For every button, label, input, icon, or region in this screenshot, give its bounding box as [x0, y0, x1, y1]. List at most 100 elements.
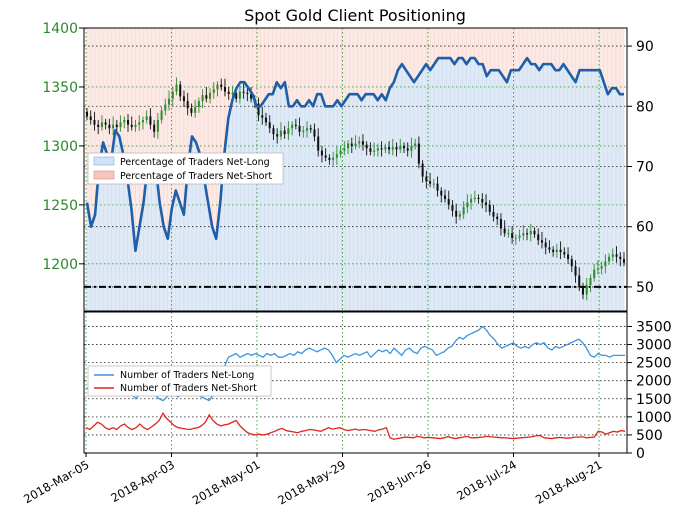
left-tick-label: 1300 [42, 139, 78, 155]
candle-body [145, 116, 148, 120]
candle-body [242, 91, 245, 93]
candle-body [563, 252, 566, 255]
candle-body [320, 150, 323, 156]
candle-body [141, 119, 144, 123]
candle-body [85, 111, 89, 117]
left-tick-label: 1400 [42, 21, 78, 37]
bottom-right-tick-label: 500 [636, 428, 663, 444]
candle-body [585, 285, 588, 295]
candle-body [402, 145, 405, 149]
candle-body [93, 119, 96, 125]
candle-body [138, 122, 141, 125]
x-axis: 2018-Mar-05 2018-Apr-03 2018-May-01 2018-Ma… [21, 453, 605, 507]
candle-body [604, 261, 607, 267]
candle-body [261, 115, 264, 118]
candle-body [369, 148, 372, 152]
candle-body [567, 254, 570, 260]
candle-body [447, 198, 450, 205]
candle-body [589, 277, 592, 286]
candle-body [119, 122, 122, 128]
candle-body [317, 136, 320, 151]
top-legend-box [87, 152, 284, 185]
legend-label-net-short-count: Number of Traders Net-Short [120, 383, 257, 394]
candle-body [570, 259, 573, 267]
legend-label-net-long-count: Number of Traders Net-Long [120, 370, 254, 381]
candle-body [622, 259, 626, 263]
candle-body [608, 256, 611, 262]
candle-body [485, 202, 488, 205]
candle-body [533, 230, 536, 235]
candle-body [470, 198, 473, 203]
candle-body [182, 96, 185, 102]
candle-body [488, 204, 491, 212]
candle-body [555, 249, 558, 253]
candle-body [306, 128, 309, 131]
candle-body [395, 147, 398, 150]
bottom-right-tick-label: 3000 [636, 338, 672, 354]
x-tick-label: 2018-Jun-26 [365, 457, 433, 505]
candle-body [149, 116, 152, 125]
candle-body [581, 287, 584, 295]
candle-body [298, 125, 301, 132]
candle-body [130, 124, 133, 128]
candle-body [425, 176, 428, 182]
candle-body [287, 128, 290, 135]
candle-body [194, 107, 197, 113]
left-tick-label: 1350 [42, 80, 78, 96]
candle-body [361, 141, 364, 145]
candle-body [160, 110, 163, 120]
right-tick-label: 90 [636, 39, 654, 55]
candle-body [335, 154, 338, 158]
candle-body [108, 124, 111, 129]
candle-body [615, 254, 618, 257]
candle-body [235, 92, 238, 99]
legend-swatch-net-long [93, 156, 115, 166]
candle-body [283, 130, 286, 135]
candle-body [309, 128, 312, 130]
candle-body [112, 124, 115, 129]
x-tick-label: 2018-Apr-03 [108, 457, 177, 505]
candle-body [611, 254, 614, 257]
candle-body [246, 92, 249, 95]
candle-body [552, 249, 555, 253]
candle-body [186, 101, 189, 109]
chart-title: Spot Gold Client Positioning [244, 6, 466, 25]
candle-body [503, 228, 506, 234]
candle-body [171, 91, 174, 99]
candle-body [294, 124, 297, 126]
candle-body [223, 86, 226, 92]
candle-body [432, 183, 435, 185]
candle-body [578, 275, 581, 288]
x-tick-label: 2018-Aug-21 [533, 457, 604, 506]
candle-body [127, 119, 130, 125]
candle-body [134, 124, 137, 128]
candle-body [220, 84, 223, 87]
candle-body [313, 129, 316, 137]
candle-body [410, 145, 413, 151]
candle-body [209, 92, 212, 99]
candle-body [238, 91, 241, 99]
candle-body [227, 91, 230, 95]
candle-body [350, 143, 353, 146]
candle-body [373, 150, 376, 152]
candle-body [600, 266, 603, 269]
candle-body [179, 84, 182, 97]
candle-body [123, 119, 126, 123]
right-tick-label: 50 [636, 280, 654, 296]
candle-body [455, 210, 458, 217]
left-tick-label: 1250 [42, 198, 78, 214]
candle-body [380, 148, 383, 150]
right-tick-label: 60 [636, 220, 654, 236]
candle-body [212, 89, 215, 93]
candle-body [291, 124, 294, 129]
candle-body [201, 95, 204, 102]
candle-body [462, 207, 465, 215]
candle-body [574, 266, 577, 276]
candle-body [268, 122, 271, 129]
candle-body [347, 143, 350, 149]
candle-body [473, 197, 476, 199]
candle-body [168, 98, 171, 105]
candle-body [358, 141, 361, 144]
candle-body [339, 150, 342, 155]
